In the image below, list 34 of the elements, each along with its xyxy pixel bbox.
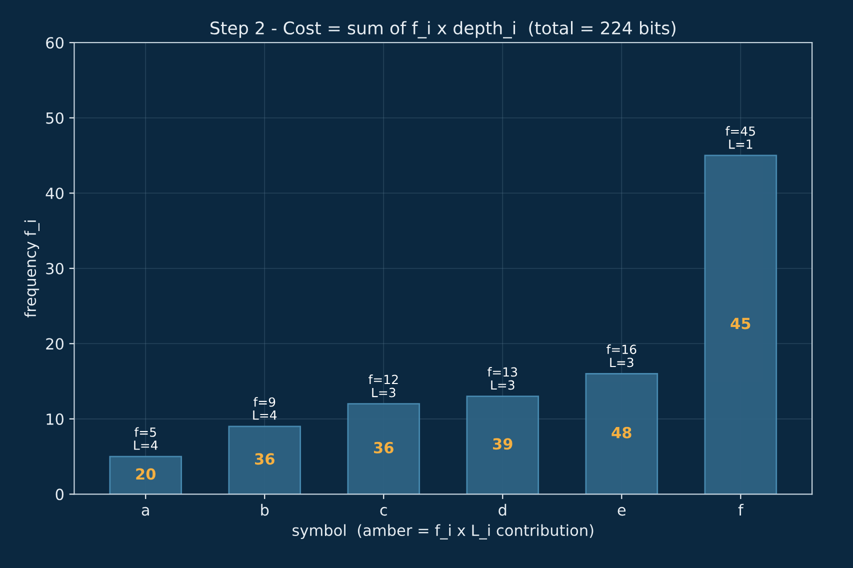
bar — [585, 373, 658, 494]
bar — [704, 154, 778, 494]
annotation: 48 — [612, 426, 632, 438]
y-axis-title: frequency f_i — [24, 220, 40, 318]
y-tick-label: 0 — [56, 488, 64, 500]
y-tick-label: 50 — [46, 112, 64, 124]
x-axis-title: symbol (amber = f_i x L_i contribution) — [292, 524, 594, 540]
chart-title: Step 2 - Cost = sum of f_i x depth_i (total = 224 bits) — [210, 21, 676, 38]
y-tick-label: 40 — [46, 188, 64, 200]
x-tick-label: e — [618, 506, 626, 516]
y-tick-label: 30 — [46, 262, 64, 274]
y-tick-label: 20 — [46, 338, 64, 350]
bar — [466, 396, 540, 494]
data-label: f=12 L=3 — [368, 374, 398, 398]
annotation: 36 — [255, 453, 274, 465]
x-tick-label: d — [498, 504, 506, 516]
annotation: 45 — [730, 318, 750, 330]
y-tick-label: 10 — [46, 413, 64, 425]
data-label: f=9 L=4 — [253, 397, 277, 420]
bar — [347, 403, 420, 494]
annotation: 36 — [374, 442, 394, 454]
x-tick-label: c — [380, 506, 387, 516]
x-tick-label: f — [738, 504, 744, 516]
y-tick-label: 60 — [46, 37, 64, 49]
annotation: 39 — [493, 438, 512, 450]
data-label: f=13 L=3 — [488, 367, 518, 390]
bar — [228, 426, 302, 494]
data-label: f=16 L=3 — [606, 344, 636, 368]
data-label: f=45 L=1 — [726, 126, 755, 149]
x-tick-label: a — [142, 506, 149, 516]
x-tick-label: b — [261, 504, 269, 516]
annotation: 20 — [136, 468, 156, 480]
data-label: f=5 L=4 — [134, 427, 158, 450]
bar — [109, 456, 182, 494]
